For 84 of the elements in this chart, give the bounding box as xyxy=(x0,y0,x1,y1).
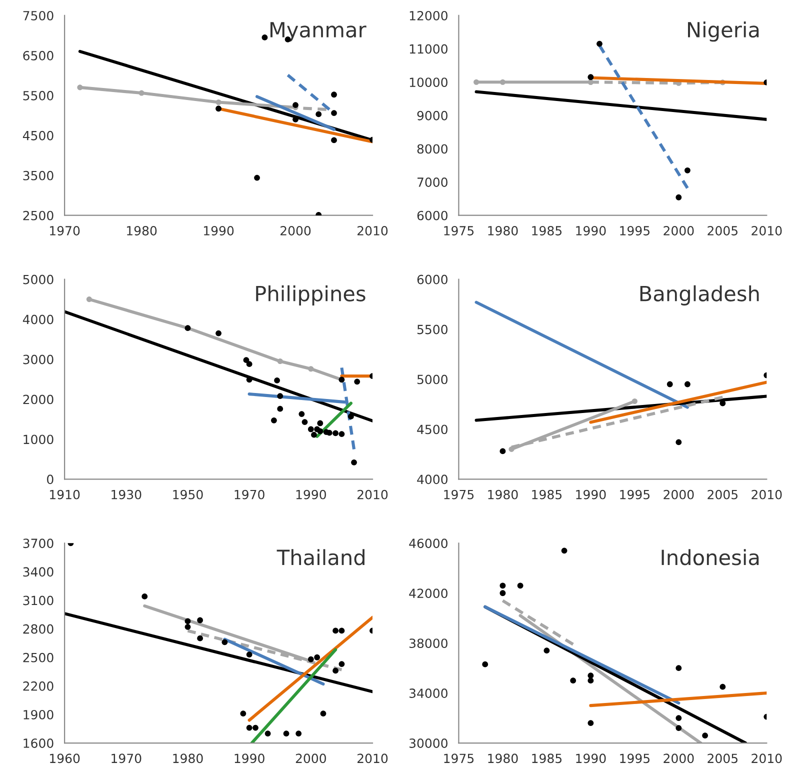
x-tick-label: 2010 xyxy=(752,226,782,236)
x-tick-label: 1910 xyxy=(50,490,80,500)
y-tick-label: 2200 xyxy=(23,681,54,691)
x-tick-label: 1980 xyxy=(488,226,518,236)
y-tick-label: 3100 xyxy=(23,596,54,606)
x-tick-label: 1970 xyxy=(50,226,80,236)
chart-title: Indonesia xyxy=(662,549,759,566)
y-tick-label: 0 xyxy=(47,474,54,484)
x-tick-label: 1980 xyxy=(488,754,518,764)
chart-title: Nigeria xyxy=(688,21,759,42)
x-tick-label: 1980 xyxy=(173,754,203,764)
x-tick-label: 1970 xyxy=(112,754,142,764)
y-tick-label: 5500 xyxy=(23,90,54,100)
x-tick-label: 1975 xyxy=(444,490,474,500)
y-tick-label: 1900 xyxy=(24,710,54,720)
y-tick-label: 10000 xyxy=(410,78,448,88)
y-tick-label: 1600 xyxy=(24,738,54,748)
x-tick-label: 1930 xyxy=(112,490,142,500)
chart-title: Bangladesh xyxy=(640,285,759,306)
x-tick-label: 1985 xyxy=(532,754,562,764)
x-tick-label: 1975 xyxy=(444,226,474,236)
x-tick-label: 1980 xyxy=(488,490,518,500)
y-tick-label: 7000 xyxy=(418,178,448,187)
x-tick-label: 2010 xyxy=(752,490,782,500)
y-tick-label: 3000 xyxy=(23,354,54,364)
x-tick-label: 1990 xyxy=(234,754,264,764)
x-tick-label: 2005 xyxy=(708,226,738,236)
x-tick-label: 2000 xyxy=(280,226,311,236)
x-tick-label: 1990 xyxy=(576,754,606,764)
y-tick-label: 3400 xyxy=(23,567,54,577)
y-tick-label: 4500 xyxy=(417,424,448,434)
x-tick-label: 2000 xyxy=(664,226,694,236)
x-tick-label: 2000 xyxy=(664,754,694,764)
y-tick-label: 9000 xyxy=(417,110,448,120)
x-tick-label: 2010 xyxy=(358,490,388,500)
y-tick-label: 2800 xyxy=(23,624,54,634)
chart-title: Thailand xyxy=(276,549,364,566)
x-tick-label: 1990 xyxy=(576,490,606,500)
y-tick-label: 6000 xyxy=(417,210,448,220)
y-tick-label: 2500 xyxy=(23,652,54,662)
y-tick-label: 46000 xyxy=(409,538,448,548)
y-tick-label: 8000 xyxy=(417,144,448,154)
x-tick-label: 1985 xyxy=(532,490,562,500)
x-tick-label: 2005 xyxy=(708,754,738,764)
x-tick-label: 2010 xyxy=(358,226,388,236)
y-tick-label: 2000 xyxy=(23,394,54,404)
y-tick-label: 4000 xyxy=(22,314,54,324)
y-tick-label: 6500 xyxy=(23,50,54,60)
x-tick-label: 2000 xyxy=(664,490,694,500)
y-tick-label: 2500 xyxy=(23,210,54,220)
y-tick-label: 5000 xyxy=(417,374,448,384)
y-tick-label: 11000 xyxy=(410,44,448,54)
y-tick-label: 3700 xyxy=(23,538,54,548)
x-tick-label: 1995 xyxy=(620,754,650,764)
x-tick-label: 1995 xyxy=(620,226,650,236)
y-tick-label: 1000 xyxy=(24,434,54,444)
chart-title: Philippines xyxy=(256,285,366,306)
chart-title: Myanmar xyxy=(270,22,366,42)
y-tick-label: 3500 xyxy=(23,170,54,180)
x-tick-label: 1980 xyxy=(127,226,157,236)
y-tick-label: 42000 xyxy=(409,588,448,598)
x-tick-label: 1975 xyxy=(444,754,474,764)
x-tick-label: 1990 xyxy=(296,490,326,500)
x-tick-label: 1990 xyxy=(576,226,606,236)
y-tick-label: 30000 xyxy=(409,738,448,748)
x-tick-label: 1985 xyxy=(532,226,562,236)
y-tick-label: 7500 xyxy=(23,10,54,20)
x-tick-label: 1960 xyxy=(50,754,80,764)
x-tick-label: 2000 xyxy=(296,754,326,764)
x-tick-label: 1995 xyxy=(620,490,650,500)
y-tick-label: 34000 xyxy=(409,688,448,698)
y-tick-label: 5500 xyxy=(417,324,448,334)
x-tick-label: 2005 xyxy=(708,490,738,500)
y-tick-label: 38000 xyxy=(409,638,448,648)
x-tick-label: 1970 xyxy=(234,490,264,500)
y-tick-label: 4000 xyxy=(417,474,448,484)
y-tick-label: 5000 xyxy=(23,274,54,284)
y-tick-label: 4500 xyxy=(22,130,54,140)
x-tick-label: 1990 xyxy=(204,226,234,236)
y-tick-label: 12000 xyxy=(410,10,448,20)
x-tick-label: 1950 xyxy=(173,490,203,500)
x-tick-label: 2010 xyxy=(358,754,388,764)
y-tick-label: 6000 xyxy=(417,274,448,284)
x-tick-label: 2010 xyxy=(752,754,782,764)
